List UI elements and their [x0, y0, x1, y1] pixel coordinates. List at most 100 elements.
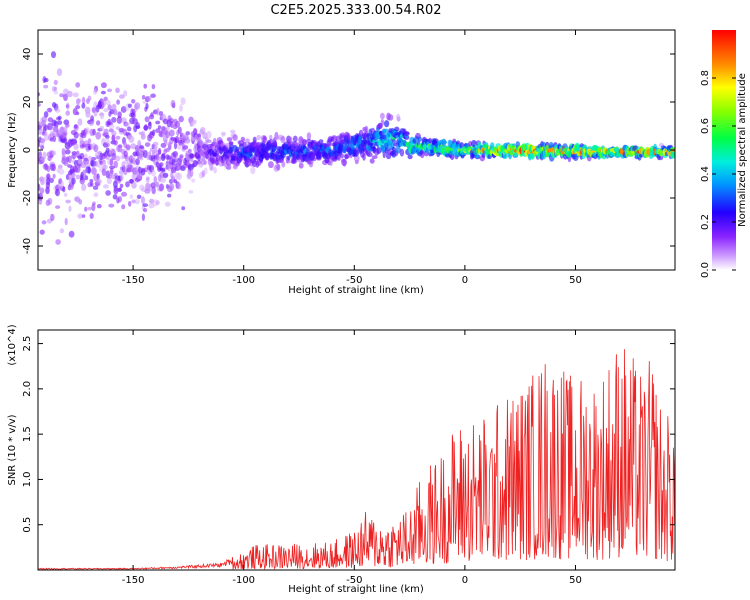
heatmap-cell [62, 186, 66, 193]
heatmap-cell [262, 136, 267, 144]
heatmap-cell [135, 158, 140, 166]
heatmap-cell [187, 172, 191, 179]
heatmap-cell [182, 145, 189, 150]
heatmap-cell [127, 126, 132, 132]
heatmap-cell [47, 122, 53, 131]
heatmap-cell [65, 149, 71, 155]
heatmap-cell [151, 84, 156, 90]
heatmap-cell [142, 150, 148, 158]
heatmap-cell [89, 212, 94, 219]
heatmap-cell [288, 136, 293, 143]
heatmap-cell [111, 152, 117, 161]
heatmap-cell [103, 108, 109, 113]
y-tick-label: 1.5 [22, 426, 33, 442]
heatmap-cell [46, 107, 53, 113]
x-tick-label: 0 [462, 275, 468, 286]
heatmap-cell [468, 140, 472, 148]
heatmap-cell [670, 151, 675, 159]
heatmap-cell [147, 95, 152, 102]
heatmap-cell [153, 176, 158, 184]
heatmap-cell [141, 196, 145, 205]
heatmap-cell [134, 198, 140, 205]
spectrogram-heatmap [38, 51, 675, 245]
heatmap-cell [39, 187, 45, 194]
heatmap-cell [113, 109, 118, 116]
heatmap-cell [102, 164, 108, 170]
heatmap-cell [441, 138, 447, 147]
heatmap-cell [176, 172, 182, 181]
heatmap-cell [81, 214, 86, 218]
heatmap-cell [95, 131, 102, 140]
heatmap-cell [90, 115, 94, 122]
heatmap-cell [77, 98, 82, 103]
heatmap-cell [99, 112, 105, 120]
heatmap-cell [65, 104, 70, 108]
heatmap-cell [107, 104, 112, 111]
heatmap-cell [75, 105, 81, 110]
heatmap-cell [84, 206, 88, 212]
y-tick-label: -40 [22, 238, 33, 254]
heatmap-cell [43, 78, 49, 83]
heatmap-cell [197, 154, 201, 162]
heatmap-cell [41, 119, 46, 126]
heatmap-cell [64, 217, 68, 226]
heatmap-cell [141, 130, 146, 137]
heatmap-cell [179, 104, 183, 112]
heatmap-cell [46, 173, 51, 180]
heatmap-cell [101, 168, 107, 177]
snr-y-label: SNR (10 * v/v) [7, 414, 18, 485]
heatmap-cell [167, 145, 172, 151]
heatmap-cell [51, 163, 56, 172]
heatmap-cell [168, 182, 175, 191]
heatmap-cell [66, 90, 73, 98]
heatmap-cell [199, 140, 203, 147]
heatmap-cell [268, 161, 274, 169]
snr-y-multiplier: (x10^4) [7, 324, 18, 365]
heatmap-cell [396, 113, 401, 120]
heatmap-cell [43, 163, 48, 168]
heatmap-cell [173, 141, 178, 150]
heatmap-cell [101, 99, 106, 107]
snr-panel: -150 -100 -50 0 50 0.5 1.0 1.5 2.0 2.5 Height of … [7, 324, 676, 595]
heatmap-cell [79, 152, 85, 160]
heatmap-cell [344, 154, 349, 160]
heatmap-cell [91, 166, 96, 175]
heatmap-cell [287, 155, 291, 161]
heatmap-cell [109, 165, 116, 170]
x-tick-label: 0 [462, 575, 468, 586]
heatmap-cell [92, 128, 96, 136]
heatmap-cell [109, 168, 114, 175]
heatmap-cell [160, 177, 166, 183]
spectrogram-y-label: Frequency (Hz) [7, 112, 18, 188]
heatmap-cell [141, 213, 145, 221]
heatmap-cell [302, 139, 308, 146]
heatmap-cell [180, 97, 186, 105]
heatmap-cell [58, 164, 63, 169]
heatmap-cell [362, 152, 366, 161]
heatmap-cell [280, 136, 286, 144]
y-tick-label: -20 [22, 190, 33, 206]
heatmap-cell [71, 153, 77, 160]
heatmap-cell [120, 173, 124, 181]
heatmap-cell [43, 84, 49, 89]
heatmap-cell [96, 204, 102, 209]
heatmap-cell [276, 163, 281, 171]
y-tick-label: 2.0 [22, 381, 33, 397]
heatmap-cell [38, 143, 41, 148]
colorbar-tick-label: 0.8 [700, 70, 711, 86]
heatmap-cell [147, 121, 152, 130]
heatmap-cell [57, 115, 62, 121]
heatmap-cell [68, 205, 72, 212]
heatmap-cell [119, 94, 125, 99]
heatmap-cell [96, 120, 101, 126]
heatmap-cell [131, 112, 136, 119]
heatmap-cell [79, 179, 85, 185]
heatmap-cell [172, 151, 178, 158]
heatmap-cell [135, 122, 140, 129]
heatmap-cell [340, 153, 344, 159]
heatmap-cell [113, 180, 118, 189]
heatmap-cell [103, 96, 108, 102]
heatmap-cell [87, 206, 93, 211]
y-tick-label: 2.5 [22, 336, 33, 352]
snr-frame [37, 329, 676, 571]
